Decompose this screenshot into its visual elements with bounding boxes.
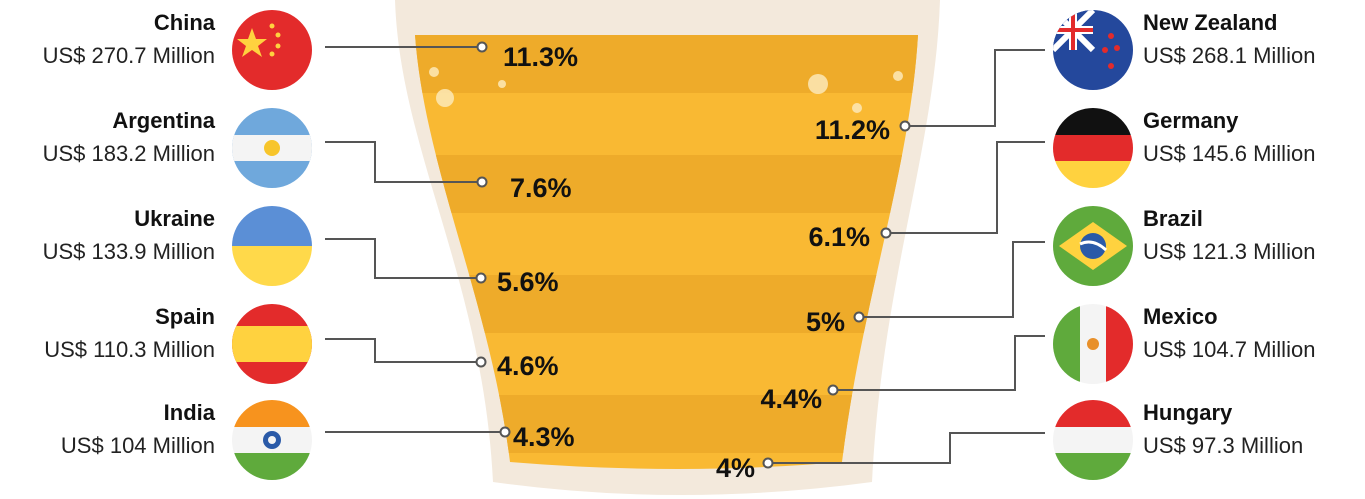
flag-star (270, 24, 275, 29)
flag (232, 400, 312, 480)
flag-star (276, 33, 281, 38)
flag-star (1108, 33, 1114, 39)
flag-band (1053, 304, 1080, 384)
share-label: 11.3% (503, 42, 578, 72)
connector-dot (855, 313, 864, 322)
share-label: 4.3% (513, 422, 575, 452)
flag-band (232, 246, 312, 286)
flag-field (1053, 108, 1133, 135)
country-amount: US$ 268.1 Million (1143, 43, 1315, 68)
country-name: New Zealand (1143, 10, 1277, 35)
flag-band (1106, 304, 1133, 384)
share-label: 7.6% (510, 173, 572, 203)
flag-field (232, 206, 312, 246)
infographic: China US$ 270.7 Million 11.3% Argentina US$ … (0, 0, 1365, 499)
connector-dot (764, 459, 773, 468)
connector (325, 339, 477, 362)
connector-dot (829, 386, 838, 395)
flag (1053, 304, 1133, 384)
flag-star (1114, 45, 1120, 51)
flag-band (1053, 135, 1133, 161)
country-amount: US$ 183.2 Million (43, 141, 215, 166)
flag-star (1102, 47, 1108, 53)
share-label: 5.6% (497, 267, 559, 297)
connector-dot (501, 428, 510, 437)
flag-field (1053, 400, 1133, 427)
flag (232, 304, 312, 384)
share-label: 11.2% (815, 115, 890, 145)
country-name: Argentina (112, 108, 215, 133)
country-name: Brazil (1143, 206, 1203, 231)
flag (232, 206, 312, 286)
connector-dot (477, 274, 486, 283)
flag-star (270, 52, 275, 57)
flag (232, 10, 312, 90)
country-amount: US$ 104.7 Million (1143, 337, 1315, 362)
flag (1053, 206, 1133, 286)
flag-sun (264, 140, 280, 156)
country-amount: US$ 145.6 Million (1143, 141, 1315, 166)
connector-dot (478, 43, 487, 52)
country-amount: US$ 121.3 Million (1143, 239, 1315, 264)
flag-band (232, 326, 312, 362)
flag-emblem (1087, 338, 1099, 350)
flag (1053, 10, 1133, 90)
flag-band (1053, 161, 1133, 188)
flag-star (276, 44, 281, 49)
share-label: 4.4% (760, 384, 822, 414)
flag (232, 108, 312, 188)
connector-dot (478, 178, 487, 187)
flag-band (232, 453, 312, 480)
country-amount: US$ 97.3 Million (1143, 433, 1303, 458)
share-label: 5% (806, 307, 845, 337)
country-name: Spain (155, 304, 215, 329)
flag-field (232, 400, 312, 427)
country-name: China (154, 10, 216, 35)
flag-star (1108, 63, 1114, 69)
share-label: 4% (716, 453, 755, 483)
flag (1053, 400, 1133, 480)
flag-field (232, 10, 312, 90)
country-name: Mexico (1143, 304, 1218, 329)
connector-dot (901, 122, 910, 131)
connector-dot (882, 229, 891, 238)
country-amount: US$ 133.9 Million (43, 239, 215, 264)
country-amount: US$ 104 Million (61, 433, 215, 458)
flag-band (1053, 453, 1133, 480)
country-amount: US$ 270.7 Million (43, 43, 215, 68)
share-label: 6.1% (808, 222, 870, 252)
flag (1053, 108, 1133, 188)
flag-band (1053, 427, 1133, 453)
country-name: Ukraine (134, 206, 215, 231)
country-amount: US$ 110.3 Million (44, 337, 215, 362)
connector-dot (477, 358, 486, 367)
country-name: Hungary (1143, 400, 1233, 425)
share-label: 4.6% (497, 351, 559, 381)
country-name: Germany (1143, 108, 1239, 133)
flag-wheel (268, 436, 276, 444)
country-name: India (164, 400, 216, 425)
